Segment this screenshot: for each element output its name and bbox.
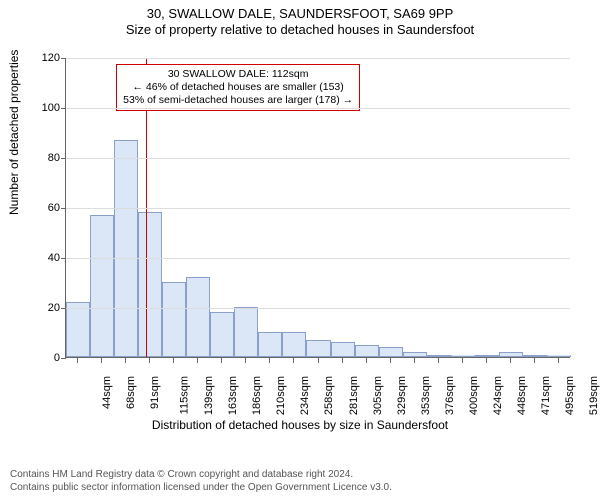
- x-tick-mark: [125, 358, 126, 363]
- x-tick-label: 305sqm: [372, 376, 384, 415]
- x-tick-mark: [438, 358, 439, 363]
- histogram-bar: [186, 277, 210, 357]
- histogram-bar: [475, 355, 499, 358]
- y-tick-label: 20: [48, 302, 66, 314]
- histogram-bar: [210, 312, 234, 357]
- x-tick-label: 353sqm: [420, 376, 432, 415]
- x-tick-mark: [462, 358, 463, 363]
- grid-line: [66, 108, 570, 109]
- histogram-bar: [331, 342, 355, 357]
- x-tick-mark: [173, 358, 174, 363]
- x-tick-mark: [510, 358, 511, 363]
- footer-line2: Contains public sector information licen…: [10, 481, 392, 494]
- x-tick-mark: [342, 358, 343, 363]
- histogram-bar: [234, 307, 258, 357]
- annotation-line3: 53% of semi-detached houses are larger (…: [123, 94, 353, 107]
- y-tick-label: 100: [42, 102, 66, 114]
- y-tick-label: 120: [42, 52, 66, 64]
- grid-line: [66, 158, 570, 159]
- histogram-bar: [258, 332, 282, 357]
- chart-title-sub: Size of property relative to detached ho…: [0, 22, 600, 37]
- x-tick-label: 400sqm: [468, 376, 480, 415]
- x-tick-label: 448sqm: [516, 376, 528, 415]
- x-axis-label: Distribution of detached houses by size …: [0, 418, 600, 432]
- histogram-bar: [162, 282, 186, 357]
- histogram-bar: [114, 140, 138, 358]
- x-tick-label: 115sqm: [178, 376, 190, 414]
- chart-title-main: 30, SWALLOW DALE, SAUNDERSFOOT, SA69 9PP: [0, 6, 600, 21]
- plot-area: 30 SWALLOW DALE: 112sqm ← 46% of detache…: [65, 58, 570, 358]
- histogram-bar: [90, 215, 114, 358]
- x-tick-label: 424sqm: [492, 376, 504, 415]
- histogram-bar: [66, 302, 90, 357]
- x-tick-mark: [318, 358, 319, 363]
- x-tick-label: 234sqm: [300, 376, 312, 415]
- x-tick-label: 163sqm: [227, 376, 239, 415]
- x-tick-label: 281sqm: [348, 376, 360, 415]
- x-tick-label: 376sqm: [444, 376, 456, 415]
- grid-line: [66, 58, 570, 59]
- footer-line1: Contains HM Land Registry data © Crown c…: [10, 468, 392, 481]
- annotation-line1: 30 SWALLOW DALE: 112sqm: [123, 68, 353, 81]
- y-axis-label: Number of detached properties: [7, 50, 21, 215]
- x-tick-label: 258sqm: [324, 376, 336, 415]
- y-tick-label: 80: [48, 152, 66, 164]
- histogram-bar: [379, 347, 403, 357]
- x-tick-mark: [414, 358, 415, 363]
- x-tick-mark: [293, 358, 294, 363]
- grid-line: [66, 208, 570, 209]
- annotation-line2: ← 46% of detached houses are smaller (15…: [123, 81, 353, 94]
- x-tick-mark: [221, 358, 222, 363]
- y-tick-label: 0: [54, 352, 66, 364]
- x-tick-mark: [77, 358, 78, 363]
- histogram-bar: [427, 355, 451, 358]
- x-tick-mark: [149, 358, 150, 363]
- grid-line: [66, 308, 570, 309]
- histogram-bar: [547, 355, 571, 357]
- x-tick-mark: [558, 358, 559, 363]
- x-tick-mark: [486, 358, 487, 363]
- y-tick-label: 60: [48, 202, 66, 214]
- x-tick-label: 91sqm: [149, 376, 161, 409]
- x-tick-mark: [101, 358, 102, 363]
- histogram-bar: [355, 345, 379, 358]
- x-tick-mark: [269, 358, 270, 363]
- histogram-bar: [138, 212, 162, 357]
- y-tick-label: 40: [48, 252, 66, 264]
- x-tick-mark: [366, 358, 367, 363]
- x-tick-mark: [390, 358, 391, 363]
- histogram-bar: [499, 352, 523, 357]
- x-tick-label: 186sqm: [251, 376, 263, 415]
- chart-area: Number of detached properties 30 SWALLOW…: [0, 40, 600, 435]
- x-tick-label: 519sqm: [588, 376, 600, 415]
- grid-line: [66, 258, 570, 259]
- histogram-bar: [282, 332, 306, 357]
- chart-title-block: 30, SWALLOW DALE, SAUNDERSFOOT, SA69 9PP…: [0, 0, 600, 37]
- x-tick-label: 495sqm: [564, 376, 576, 415]
- x-tick-label: 44sqm: [101, 376, 113, 409]
- x-tick-label: 210sqm: [275, 376, 287, 415]
- x-tick-mark: [245, 358, 246, 363]
- histogram-bar: [306, 340, 330, 358]
- x-tick-label: 329sqm: [396, 376, 408, 415]
- histogram-bar: [523, 355, 547, 358]
- x-tick-label: 68sqm: [125, 376, 137, 409]
- histogram-bar: [403, 352, 427, 357]
- histogram-bar: [451, 355, 475, 357]
- x-labels-container: 44sqm 68sqm 91sqm 115sqm 139sqm 163sqm 186sqm 2…: [65, 364, 570, 424]
- footer-attribution: Contains HM Land Registry data © Crown c…: [10, 468, 392, 494]
- x-tick-label: 139sqm: [203, 376, 215, 415]
- x-tick-label: 471sqm: [540, 376, 552, 415]
- x-tick-mark: [197, 358, 198, 363]
- annotation-box: 30 SWALLOW DALE: 112sqm ← 46% of detache…: [116, 64, 360, 111]
- x-tick-mark: [534, 358, 535, 363]
